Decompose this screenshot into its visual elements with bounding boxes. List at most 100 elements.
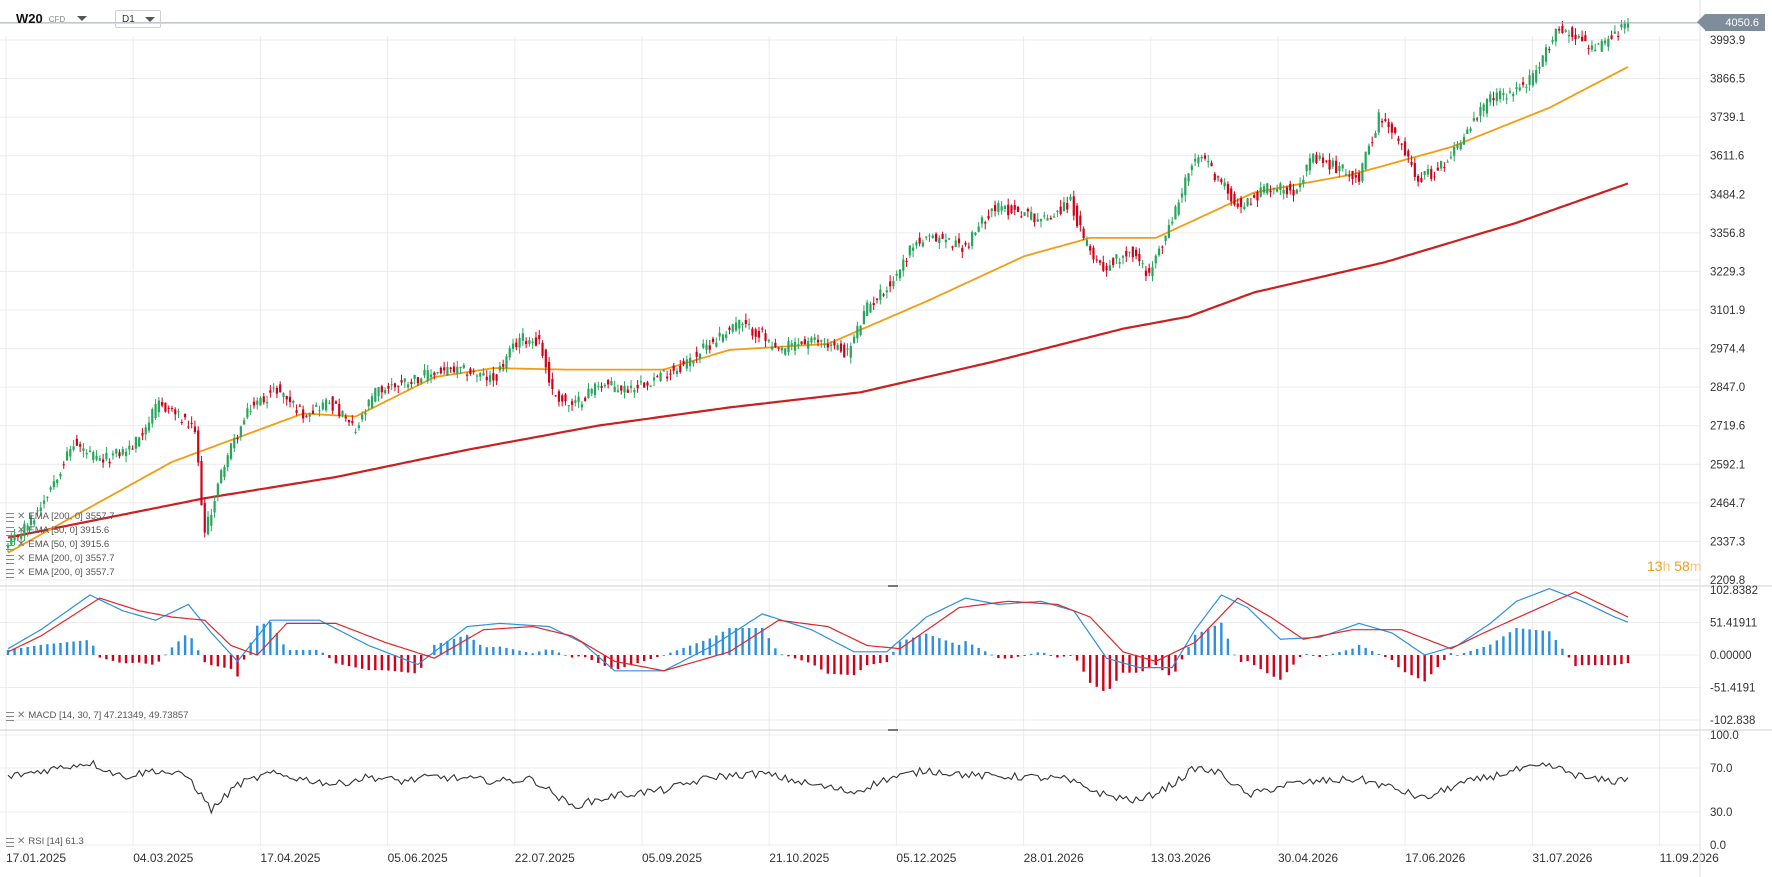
- legend-row[interactable]: ✕ EMA [200, 0] 3557.7: [6, 566, 114, 580]
- macd-histogram-bar: [229, 655, 233, 669]
- candle: [1253, 195, 1256, 198]
- indicator-legend-macd: ✕ MACD [14, 30, 7] 47.21349, 49.73857: [6, 709, 188, 723]
- macd-histogram-bar: [984, 651, 987, 656]
- close-icon[interactable]: ✕: [17, 710, 26, 721]
- candle: [721, 334, 724, 342]
- menu-icon[interactable]: [6, 568, 14, 578]
- macd-histogram-bar: [321, 652, 325, 656]
- legend-row[interactable]: ✕ RSI [14] 61.3: [6, 835, 84, 849]
- macd-histogram-bar: [242, 655, 246, 660]
- legend-row[interactable]: ✕ MACD [14, 30, 7] 47.21349, 49.73857: [6, 709, 188, 723]
- close-icon[interactable]: ✕: [17, 567, 26, 578]
- macd-histogram-bar: [485, 647, 488, 656]
- macd-histogram-bar: [728, 628, 731, 656]
- x-tick-label: 17.01.2025: [6, 851, 66, 865]
- candle: [1548, 49, 1551, 51]
- menu-icon[interactable]: [6, 512, 14, 522]
- menu-icon[interactable]: [6, 837, 14, 847]
- close-icon[interactable]: ✕: [17, 553, 26, 564]
- instrument-selector[interactable]: W20 CFD: [16, 8, 88, 28]
- x-tick-label: 05.06.2025: [388, 851, 448, 865]
- candle: [1518, 87, 1521, 91]
- candle: [1380, 121, 1384, 123]
- macd-histogram-bar: [623, 655, 626, 668]
- candle: [597, 386, 600, 388]
- legend-row[interactable]: ✕ EMA [50, 0] 3915.6: [6, 524, 114, 538]
- candle: [128, 445, 131, 450]
- candle: [564, 394, 567, 402]
- macd-histogram-bar: [662, 655, 666, 656]
- current-price-tag: 4050.6: [1697, 14, 1765, 32]
- candle: [305, 416, 308, 418]
- y-tick-label: 3229.3: [1710, 266, 1745, 278]
- menu-icon[interactable]: [6, 554, 14, 564]
- candle: [1085, 240, 1089, 246]
- macd-histogram-bar: [190, 638, 193, 656]
- macd-histogram-bar: [885, 655, 889, 663]
- macd-histogram-bar: [446, 640, 449, 656]
- candle: [111, 453, 115, 456]
- candle: [633, 390, 636, 393]
- candle: [29, 515, 33, 525]
- macd-histogram-bar: [1528, 629, 1531, 656]
- candle: [495, 374, 498, 381]
- macd-histogram-bar: [1285, 655, 1289, 673]
- macd-histogram-bar: [92, 645, 95, 656]
- close-icon[interactable]: ✕: [17, 525, 26, 536]
- candle: [1459, 143, 1462, 150]
- candle: [226, 455, 229, 468]
- candle: [492, 373, 495, 381]
- candle: [318, 410, 321, 412]
- candle: [685, 359, 688, 369]
- candle: [183, 413, 187, 418]
- candle: [446, 366, 449, 376]
- timeframe-select[interactable]: D1: [115, 10, 161, 28]
- candle: [541, 342, 544, 356]
- candle: [1554, 28, 1557, 42]
- candle: [1177, 202, 1180, 215]
- menu-icon[interactable]: [6, 540, 14, 550]
- candle: [1535, 70, 1538, 83]
- candle: [1295, 189, 1298, 194]
- macd-histogram-bar: [767, 638, 771, 656]
- candle: [1016, 206, 1020, 212]
- close-icon[interactable]: ✕: [17, 836, 26, 847]
- candle: [784, 348, 787, 355]
- candle: [1462, 136, 1466, 145]
- candle: [1089, 246, 1092, 251]
- legend-row[interactable]: ✕ EMA [200, 0] 3557.7: [6, 552, 114, 566]
- macd-histogram-bar: [492, 646, 495, 656]
- menu-icon[interactable]: [6, 711, 14, 721]
- macd-histogram-bar: [78, 640, 82, 656]
- candle: [52, 481, 56, 488]
- candle: [256, 400, 259, 405]
- macd-histogram-bar: [977, 647, 980, 656]
- candle: [1082, 228, 1085, 238]
- close-icon[interactable]: ✕: [17, 511, 26, 522]
- y-tick-label: 30.0: [1710, 807, 1732, 819]
- macd-histogram-bar: [1167, 655, 1171, 676]
- macd-histogram-bar: [433, 644, 436, 656]
- candle: [1308, 158, 1312, 171]
- macd-histogram-bar: [1371, 650, 1374, 656]
- candle: [725, 334, 728, 338]
- macd-histogram-bar: [642, 655, 646, 662]
- legend-row[interactable]: ✕ EMA [200, 0] 3557.7: [6, 510, 114, 524]
- candle: [980, 217, 984, 224]
- candle: [570, 401, 574, 405]
- close-icon[interactable]: ✕: [17, 539, 26, 550]
- candle: [1144, 270, 1148, 277]
- macd-panel: [6, 587, 1630, 691]
- chevron-down-icon[interactable]: [77, 15, 88, 21]
- macd-histogram-bar: [1036, 652, 1039, 656]
- candle: [154, 403, 157, 418]
- candle: [567, 405, 570, 407]
- candle: [603, 384, 606, 387]
- candle: [787, 341, 790, 353]
- candle: [1374, 132, 1377, 138]
- legend-row[interactable]: ✕ EMA [50, 0] 3915.6: [6, 538, 114, 552]
- menu-icon[interactable]: [6, 526, 14, 536]
- candle: [298, 405, 301, 407]
- macd-histogram-bar: [695, 643, 698, 656]
